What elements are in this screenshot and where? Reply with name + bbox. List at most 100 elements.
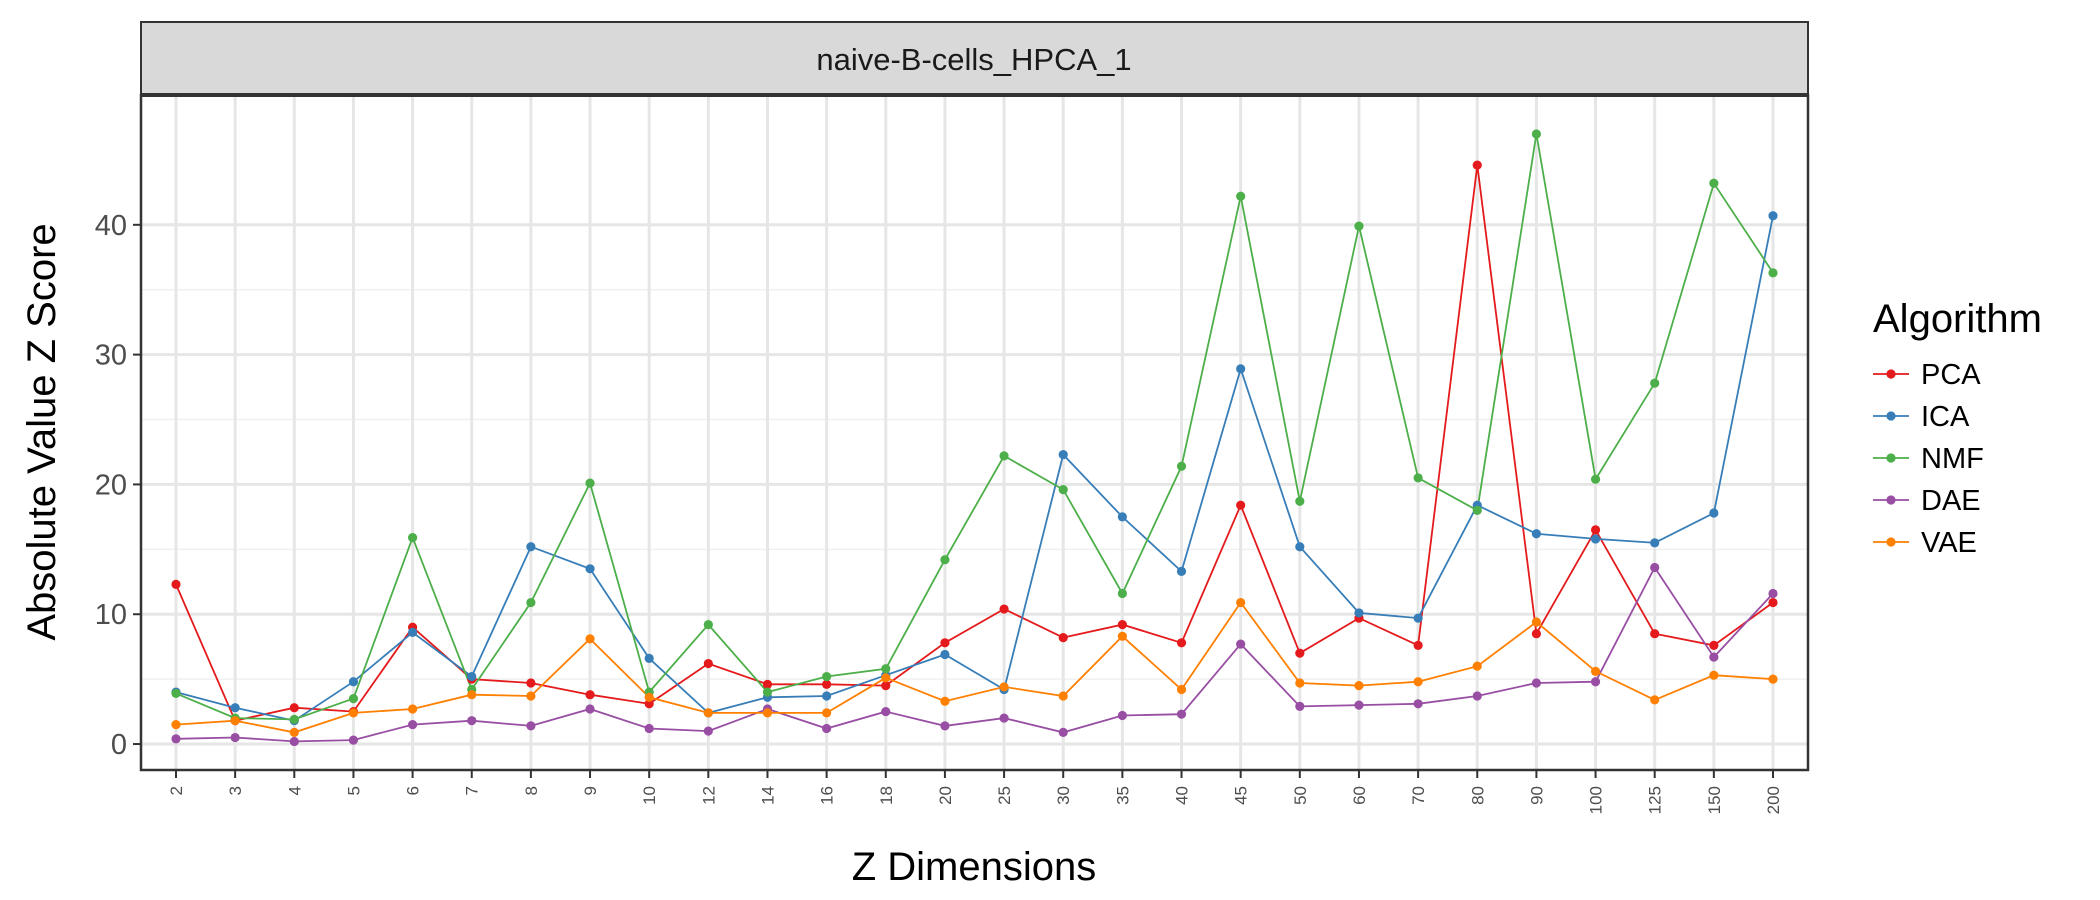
y-tick-label: 0	[111, 729, 127, 761]
data-point-ica	[1650, 538, 1660, 548]
x-tick-label: 16	[818, 786, 837, 805]
x-tick-label: 20	[936, 786, 955, 805]
data-point-dae	[230, 732, 240, 743]
x-tick-label: 35	[1113, 786, 1132, 805]
x-tick-label: 50	[1291, 786, 1310, 805]
data-point-pca	[1117, 620, 1127, 630]
data-point-pca	[289, 703, 299, 713]
data-point-pca	[1590, 525, 1601, 535]
major-gridlines	[141, 95, 1808, 770]
data-point-nmf	[1058, 485, 1068, 495]
data-point-nmf	[526, 597, 536, 608]
x-tick-label: 14	[758, 786, 777, 805]
data-point-ica	[1354, 608, 1364, 618]
legend-key-point	[1886, 537, 1896, 547]
legend: Algorithm PCA ICA NMF DAE VAE	[1873, 297, 2042, 559]
data-point-vae	[762, 708, 773, 718]
data-point-vae	[467, 690, 477, 700]
data-point-pca	[1176, 638, 1187, 648]
data-point-vae	[1354, 681, 1364, 691]
x-tick-label: 9	[581, 786, 600, 795]
data-point-vae	[289, 727, 299, 737]
series-line-pca	[175, 164, 1774, 722]
series-lines	[175, 133, 1774, 743]
data-point-dae	[1709, 652, 1719, 662]
y-tick-label: 10	[95, 599, 127, 631]
data-point-pca	[1472, 160, 1482, 170]
data-point-nmf	[703, 620, 713, 630]
data-point-nmf	[1531, 129, 1542, 139]
data-point-vae	[703, 708, 713, 718]
data-point-nmf	[1413, 473, 1423, 483]
legend-key-point	[1886, 453, 1896, 463]
x-tick-label: 45	[1232, 786, 1251, 805]
legend-key-point	[1886, 369, 1896, 379]
data-point-pca	[762, 679, 773, 689]
x-tick-label: 80	[1468, 786, 1487, 805]
x-tick-label: 125	[1646, 786, 1665, 814]
facet-strip	[140, 21, 1809, 95]
legend-label-pca: PCA	[1921, 359, 1981, 391]
data-point-vae	[1650, 695, 1660, 705]
series-points	[171, 129, 1778, 747]
data-point-dae	[881, 706, 891, 717]
data-point-ica	[348, 677, 359, 687]
data-point-dae	[467, 716, 477, 726]
data-point-ica	[1413, 613, 1423, 623]
data-point-vae	[1176, 684, 1187, 695]
y-axis-title: Absolute Value Z Score	[20, 223, 64, 640]
data-point-ica	[1117, 512, 1127, 522]
data-point-ica	[526, 542, 536, 552]
data-point-vae	[585, 634, 595, 644]
legend-title: Algorithm	[1873, 297, 2042, 341]
y-tick-label: 40	[95, 210, 127, 242]
facet-label: naive-B-cells_HPCA_1	[816, 42, 1131, 77]
series-line-ica	[175, 215, 1774, 722]
data-point-dae	[1531, 678, 1542, 688]
x-tick-label: 200	[1764, 786, 1783, 814]
data-point-dae	[1058, 727, 1068, 737]
data-point-nmf	[407, 533, 418, 543]
data-point-pca	[526, 678, 536, 688]
data-point-vae	[407, 704, 418, 714]
data-point-pca	[1531, 629, 1542, 639]
legend-label-nmf: NMF	[1921, 443, 1984, 475]
x-tick-label: 10	[640, 786, 659, 805]
data-point-ica	[1531, 529, 1542, 539]
data-point-nmf	[1768, 268, 1778, 278]
data-point-nmf	[822, 671, 832, 682]
y-axis: 0 10 20 30 40	[95, 210, 141, 761]
data-point-dae	[940, 721, 950, 731]
data-point-pca	[1709, 640, 1719, 650]
data-point-pca	[703, 658, 713, 669]
data-point-vae	[348, 708, 359, 718]
data-point-pca	[1650, 629, 1660, 639]
data-point-vae	[999, 682, 1009, 692]
data-point-ica	[1295, 542, 1305, 552]
data-point-dae	[1472, 691, 1482, 701]
data-point-pca	[881, 681, 891, 691]
data-point-dae	[1354, 700, 1364, 710]
data-point-vae	[1768, 674, 1778, 684]
data-point-nmf	[289, 714, 299, 724]
data-point-vae	[1472, 661, 1482, 671]
data-point-dae	[1413, 699, 1423, 709]
data-point-nmf	[1236, 191, 1246, 201]
data-point-ica	[230, 703, 240, 713]
data-point-dae	[999, 713, 1009, 723]
data-point-nmf	[1590, 474, 1601, 484]
data-point-dae	[1176, 709, 1187, 719]
data-point-dae	[171, 734, 181, 744]
data-point-vae	[1295, 678, 1305, 688]
x-tick-label: 5	[344, 786, 363, 795]
data-point-ica	[940, 649, 950, 660]
data-point-pca	[822, 679, 832, 689]
data-point-vae	[940, 696, 950, 706]
data-point-nmf	[1650, 378, 1660, 388]
data-point-ica	[822, 691, 832, 701]
x-tick-label: 30	[1054, 786, 1073, 805]
plot-panel	[141, 95, 1808, 770]
data-point-ica	[407, 627, 418, 638]
data-point-vae	[1531, 617, 1542, 627]
